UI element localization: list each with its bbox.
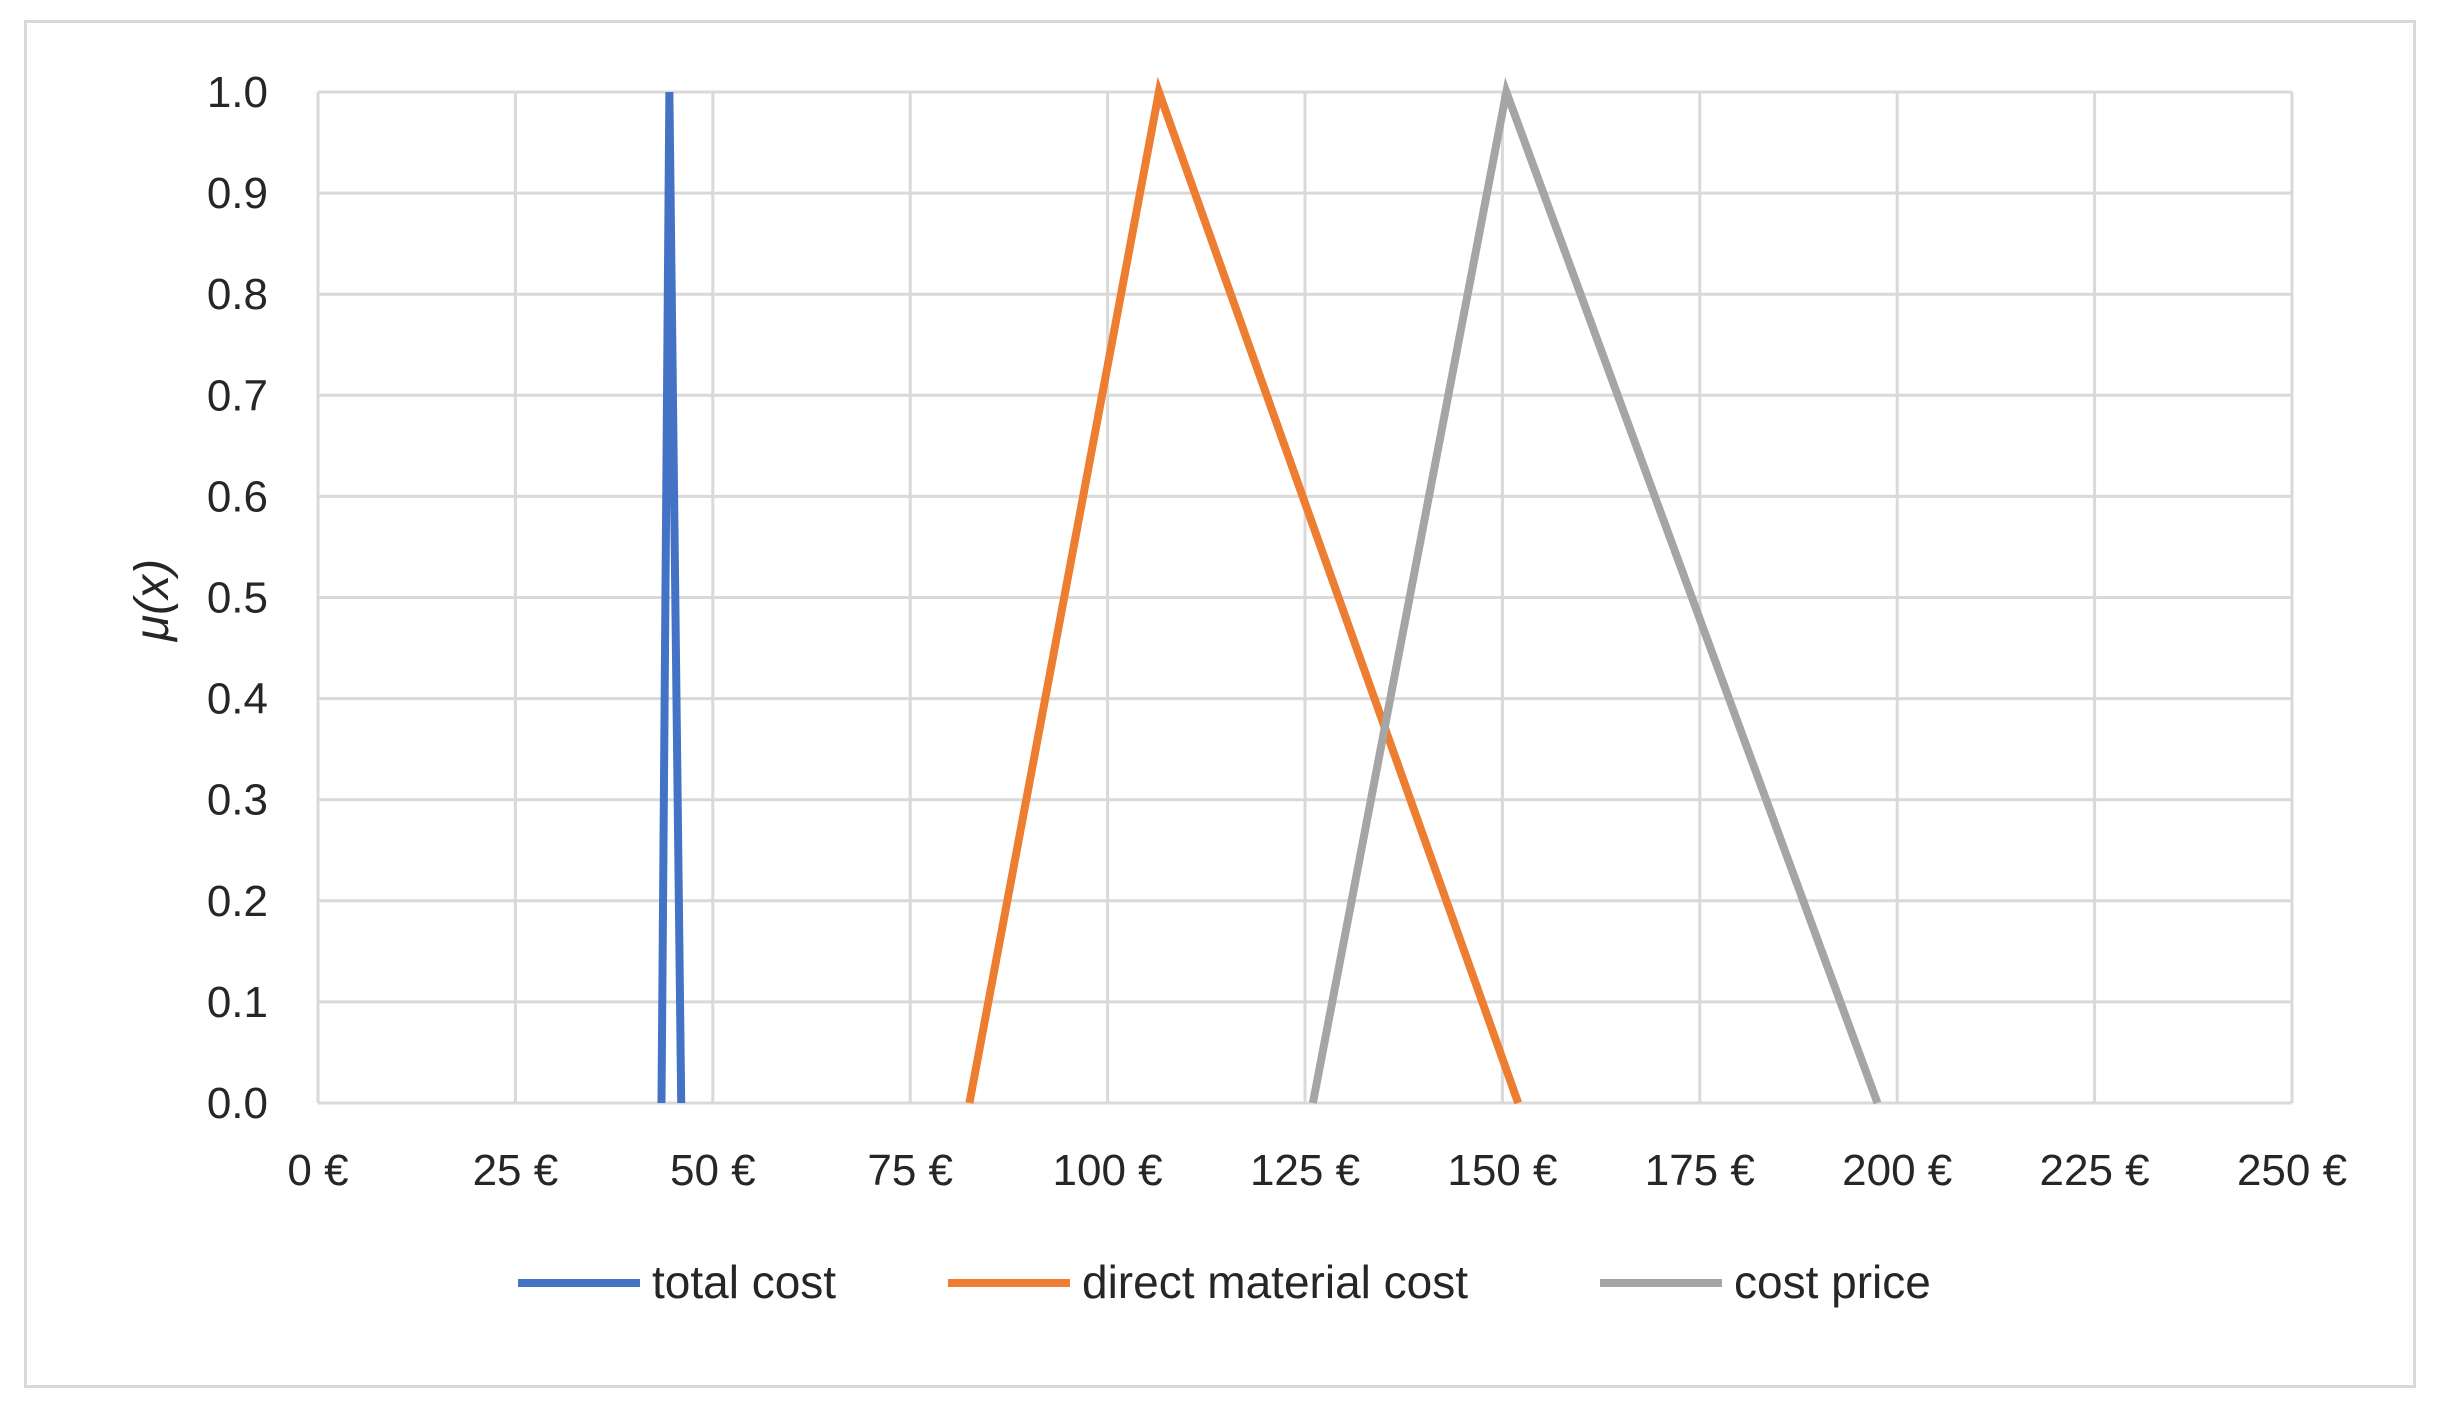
gridlines [316, 90, 2294, 1105]
x-tick-label: 175 € [1645, 1146, 1755, 1195]
x-tick-label: 200 € [1842, 1146, 1952, 1195]
chart-frame [24, 20, 2416, 1388]
y-tick-label: 0.7 [207, 371, 268, 420]
x-tick-label: 100 € [1053, 1146, 1163, 1195]
legend-label-total-cost: total cost [652, 1256, 836, 1308]
y-tick-label: 0.5 [207, 574, 268, 623]
y-tick-label: 0.2 [207, 877, 268, 926]
x-tick-label: 250 € [2237, 1146, 2347, 1195]
x-tick-label: 225 € [2040, 1146, 2150, 1195]
y-tick-label: 0.3 [207, 776, 268, 825]
series-line-total-cost [657, 91, 686, 1104]
y-axis-title: μ(x) [126, 559, 179, 643]
legend-label-cost-price: cost price [1734, 1256, 1931, 1308]
y-tick-label: 0.9 [207, 169, 268, 218]
y-tick-label: 1.0 [207, 68, 268, 117]
y-tick-label: 0.1 [207, 978, 268, 1027]
x-tick-label: 150 € [1447, 1146, 1557, 1195]
y-tick-label: 0.6 [207, 472, 268, 521]
x-tick-label: 125 € [1250, 1146, 1360, 1195]
series-line-direct-material-cost [965, 76, 1522, 1105]
x-axis-tick-labels: 0 € 25 € 50 € 75 € 100 € 125 € 150 € 175 € 200 €… [287, 1146, 2347, 1195]
x-tick-label: 50 € [670, 1146, 756, 1195]
x-tick-label: 25 € [473, 1146, 559, 1195]
series-line-cost-price [1308, 77, 1882, 1105]
x-tick-label: 75 € [867, 1146, 953, 1195]
y-tick-label: 0.0 [207, 1079, 268, 1128]
x-tick-label: 0 € [287, 1146, 348, 1195]
series-layer [657, 76, 1882, 1105]
y-axis-tick-labels: 0.0 0.1 0.2 0.3 0.4 0.5 0.6 0.7 0.8 0.9 1.0 [207, 68, 268, 1128]
y-tick-label: 0.8 [207, 270, 268, 319]
y-tick-label: 0.4 [207, 675, 268, 724]
legend-label-direct-material-cost: direct material cost [1082, 1256, 1468, 1308]
legend: total cost direct material cost cost price [518, 1256, 1931, 1308]
